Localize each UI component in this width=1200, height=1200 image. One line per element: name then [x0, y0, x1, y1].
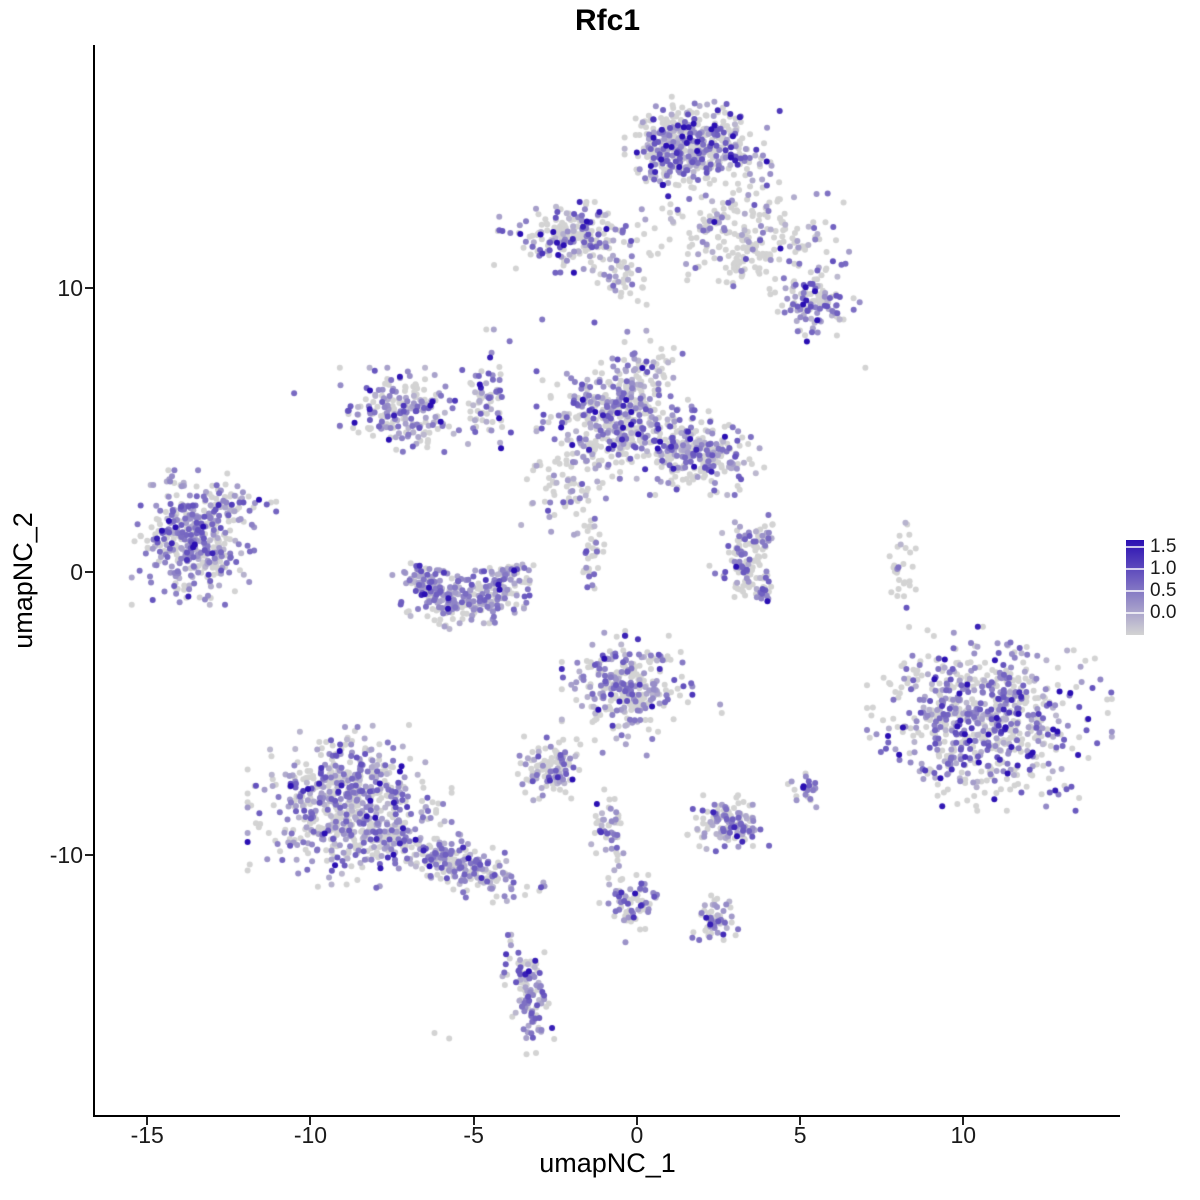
x-tick-label: 5: [793, 1122, 807, 1148]
x-tick-label: 10: [950, 1122, 977, 1148]
colorbar-legend: 1.5 1.0 0.5 0.0: [1126, 536, 1198, 640]
x-tick-label: 0: [630, 1122, 644, 1148]
y-tick-mark: [85, 570, 93, 573]
y-axis-title-wrap: umapNC_2: [4, 45, 42, 1115]
x-tick-mark: [962, 1117, 965, 1125]
colorbar-tick-label: 1.0: [1150, 558, 1177, 579]
colorbar-tick-label: 0.0: [1150, 602, 1177, 623]
y-tick-label: -10: [49, 841, 83, 868]
x-tick-label: -5: [463, 1122, 484, 1148]
y-axis-line: [93, 45, 95, 1117]
x-tick-mark: [799, 1117, 802, 1125]
colorbar-tick: [1126, 612, 1144, 614]
x-tick-mark: [146, 1117, 149, 1125]
colorbar-tick-label: 1.5: [1150, 536, 1177, 557]
y-axis-title: umapNC_2: [7, 511, 38, 649]
plot-title: Rfc1: [574, 4, 641, 37]
y-tick-mark: [85, 853, 93, 856]
x-tick-mark: [635, 1117, 638, 1125]
y-tick-mark: [85, 287, 93, 290]
colorbar-tick-label: 0.5: [1150, 580, 1177, 601]
x-axis-line: [93, 1115, 1120, 1117]
y-tick-label: 10: [57, 275, 83, 302]
x-tick-mark: [309, 1117, 312, 1125]
colorbar-tick: [1126, 568, 1144, 570]
x-tick-mark: [472, 1117, 475, 1125]
x-axis-title: umapNC_1: [539, 1148, 676, 1178]
y-tick-label: 0: [70, 558, 83, 585]
colorbar-tick: [1126, 546, 1144, 548]
colorbar-gradient: [1126, 540, 1144, 635]
colorbar-tick: [1126, 590, 1144, 592]
x-tick-label: -15: [130, 1122, 164, 1148]
x-tick-label: -10: [293, 1122, 328, 1148]
